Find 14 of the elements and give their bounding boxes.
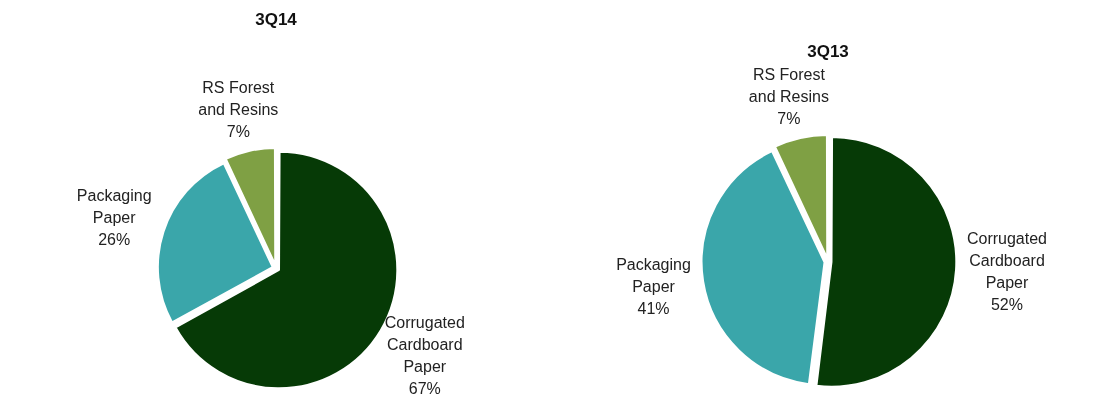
slice-label: RS Forest and Resins	[748, 65, 829, 105]
slice-label: RS Forest and Resins	[198, 78, 279, 118]
data-label: 52%	[990, 296, 1023, 314]
data-label: 7%	[777, 109, 801, 127]
slice-label: Packaging Paper	[616, 256, 691, 296]
slice-label: Packaging Paper	[76, 186, 152, 226]
slice-label: Corrugated Cardboard Paper	[966, 230, 1047, 292]
data-label: 41%	[637, 300, 670, 318]
data-label: 26%	[98, 230, 131, 248]
chart-title: 3Q14	[255, 9, 298, 29]
data-label: 67%	[408, 379, 441, 397]
slice-label: Corrugated Cardboard Paper	[384, 313, 465, 375]
data-label: 7%	[226, 122, 250, 140]
chart-title: 3Q13	[807, 41, 849, 61]
